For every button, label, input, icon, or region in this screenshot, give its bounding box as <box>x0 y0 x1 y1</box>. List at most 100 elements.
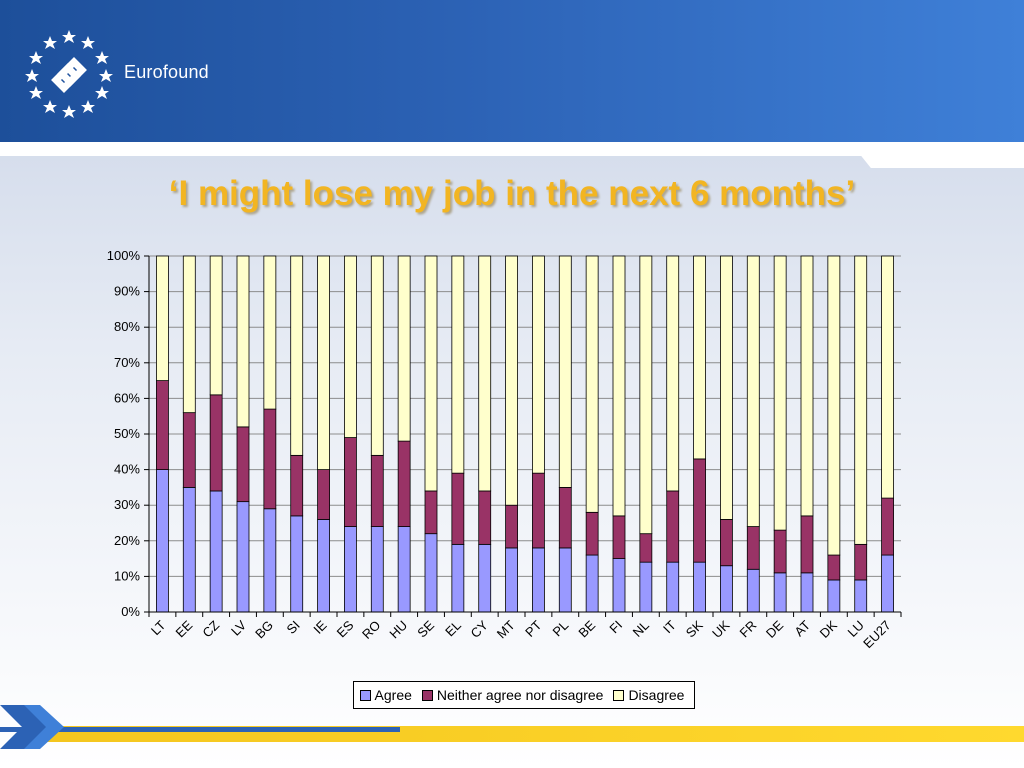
bar-neither-ro <box>370 454 384 527</box>
bar-neither-pt <box>532 472 545 549</box>
bar-disagree-fi <box>612 255 626 517</box>
x-tick-label: EL <box>442 618 464 640</box>
bar-agree-ee <box>182 486 196 613</box>
bar-disagree-uk <box>720 255 733 520</box>
bar-agree-mt <box>505 547 518 613</box>
x-tick-label: CY <box>467 617 491 641</box>
bar-neither-uk <box>720 519 733 567</box>
bar-neither-dk <box>827 554 841 581</box>
y-tick-label: 100% <box>107 248 141 263</box>
bar-neither-lt <box>156 380 169 471</box>
bar-agree-uk <box>720 565 733 613</box>
bar-neither-sk <box>693 458 706 563</box>
x-tick-label: BG <box>252 618 276 642</box>
eurofound-logo-icon <box>25 30 113 118</box>
bar-disagree-at <box>800 255 814 517</box>
x-tick-label: BE <box>575 617 598 640</box>
bar-disagree-pt <box>532 255 545 474</box>
bar-agree-bg <box>263 508 277 613</box>
bar-disagree-mt <box>505 255 518 506</box>
bar-neither-mt <box>505 504 518 549</box>
bar-agree-eu27 <box>881 554 894 613</box>
legend-label-agree: Agree <box>374 687 412 703</box>
bar-neither-ee <box>182 412 196 488</box>
legend-item-agree: Agree <box>359 687 412 703</box>
y-tick-label: 10% <box>114 568 140 583</box>
bar-neither-fi <box>612 515 626 560</box>
bar-agree-se <box>424 533 438 613</box>
bar-disagree-pl <box>558 255 572 488</box>
y-tick-label: 20% <box>114 533 140 548</box>
legend-swatch-agree <box>359 689 371 701</box>
x-tick-label: RO <box>359 618 383 642</box>
arrow-right-icon <box>0 705 64 749</box>
bar-disagree-lu <box>854 255 868 545</box>
x-tick-label: FR <box>737 618 760 641</box>
x-tick-label: UK <box>709 617 733 641</box>
x-tick-label: LT <box>148 617 169 638</box>
bar-disagree-be <box>585 255 599 513</box>
x-tick-label: IT <box>660 617 679 636</box>
bar-agree-si <box>290 515 304 613</box>
bar-disagree-nl <box>639 255 653 535</box>
x-tick-label: PL <box>550 618 572 640</box>
x-tick-label: PT <box>522 617 544 639</box>
bar-disagree-el <box>451 255 465 474</box>
bar-neither-be <box>585 511 599 556</box>
bar-disagree-es <box>344 255 357 438</box>
legend-item-disagree: Disagree <box>613 687 684 703</box>
x-tick-label: SI <box>284 618 303 637</box>
x-tick-label: AT <box>791 617 813 639</box>
bar-agree-es <box>344 526 357 613</box>
bar-agree-lu <box>854 579 868 613</box>
legend-swatch-disagree <box>613 689 625 701</box>
chart-legend: Agree Neither agree nor disagree Disagre… <box>353 681 695 709</box>
y-tick-label: 60% <box>114 390 140 405</box>
legend-swatch-neither <box>421 689 433 701</box>
bar-neither-ie <box>317 469 330 520</box>
bar-disagree-ro <box>370 255 384 456</box>
y-tick-label: 50% <box>114 426 140 441</box>
y-tick-label: 40% <box>114 462 140 477</box>
bar-neither-eu27 <box>881 497 894 556</box>
logo-text: Eurofound <box>124 62 209 82</box>
y-tick-label: 80% <box>114 319 140 334</box>
x-tick-label: EU27 <box>860 618 894 652</box>
bar-neither-es <box>344 437 357 527</box>
bar-disagree-de <box>773 255 787 531</box>
bar-agree-cy <box>478 543 492 613</box>
bar-disagree-eu27 <box>881 255 894 499</box>
x-tick-label: DK <box>817 617 841 641</box>
legend-label-neither: Neither agree nor disagree <box>436 687 604 703</box>
bar-neither-de <box>773 529 787 574</box>
bar-neither-fr <box>746 526 760 570</box>
header-banner <box>0 0 1024 142</box>
bar-disagree-lv <box>236 255 250 428</box>
bar-neither-cy <box>478 490 492 545</box>
x-tick-label: EE <box>173 617 196 640</box>
bar-disagree-bg <box>263 255 277 410</box>
bar-disagree-lt <box>156 255 169 381</box>
bar-neither-bg <box>263 408 277 510</box>
y-tick-label: 0% <box>121 604 140 619</box>
bar-agree-nl <box>639 561 653 613</box>
bar-agree-lv <box>236 501 250 613</box>
bar-neither-el <box>451 472 465 545</box>
bar-neither-nl <box>639 533 653 563</box>
bar-neither-lv <box>236 426 250 503</box>
x-tick-label: ES <box>334 617 357 640</box>
bar-neither-cz <box>209 394 223 492</box>
bar-disagree-it <box>666 255 680 492</box>
bar-agree-pt <box>532 547 545 613</box>
bar-disagree-ie <box>317 255 330 471</box>
legend-item-neither: Neither agree nor disagree <box>421 687 604 703</box>
bar-disagree-cy <box>478 255 492 492</box>
x-tick-label: SK <box>683 617 706 640</box>
bar-neither-at <box>800 515 814 574</box>
bar-agree-fi <box>612 558 626 613</box>
bar-disagree-hu <box>397 255 411 442</box>
bar-disagree-sk <box>693 255 706 460</box>
bar-disagree-si <box>290 255 304 456</box>
bar-agree-de <box>773 572 787 613</box>
